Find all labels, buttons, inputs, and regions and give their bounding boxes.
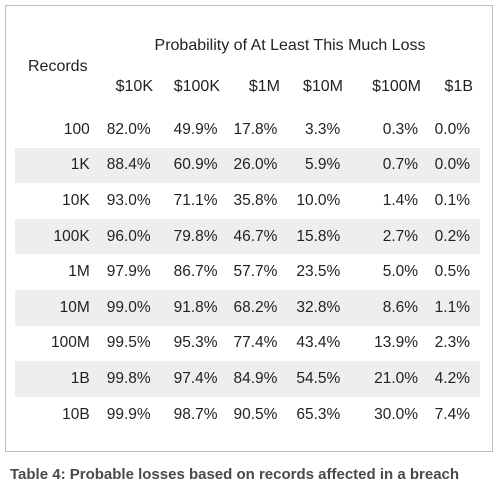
table-caption: Table 4: Probable losses based on record… (10, 466, 460, 483)
probability-cell: 0.2% (418, 218, 480, 255)
probability-cell: 0.0% (418, 147, 480, 184)
probability-cell: 46.7% (217, 218, 278, 255)
probability-cell: 35.8% (233, 191, 278, 209)
probability-cell: 54.5% (277, 361, 341, 397)
records-cell: 100M (50, 334, 90, 352)
table-row: 10K 93.0% 71.1% 35.8% 10.0% 1.4% 0.1% (15, 183, 480, 219)
probability-cell: 71.1% (173, 191, 218, 209)
probability-cell: 26.0% (217, 147, 278, 184)
probability-cell: 10.0% (296, 191, 341, 209)
probability-cell: 79.8% (150, 218, 218, 255)
table-row: 1B 99.8% 97.4% 84.9% 54.5% 21.0% 4.2% (15, 361, 480, 397)
probability-cell: 90.5% (233, 405, 278, 423)
records-header: Records (28, 58, 88, 75)
column-header-10m: $10M (302, 78, 343, 95)
probability-cell: 0.3% (382, 120, 419, 138)
table-row: 100K 96.0% 79.8% 46.7% 15.8% 2.7% 0.2% (15, 218, 480, 255)
table-row: 100M 99.5% 95.3% 77.4% 43.4% 13.9% 2.3% (15, 326, 480, 362)
probability-cell: 0.1% (434, 191, 470, 209)
records-cell: 10B (62, 405, 90, 423)
probability-cell: 0.7% (340, 147, 419, 184)
probability-cell: 8.6% (340, 289, 419, 326)
table-row: 10B 99.9% 98.7% 90.5% 65.3% 30.0% 7.4% (15, 397, 480, 433)
probability-cell: 96.0% (97, 218, 151, 255)
probability-cell: 99.5% (106, 334, 151, 352)
probability-cell: 82.0% (106, 120, 151, 138)
probability-cell: 95.3% (173, 334, 218, 352)
column-header-10k: $10K (115, 78, 153, 95)
probability-group-header: Probability of At Least This Much Loss (154, 37, 426, 54)
probability-cell: 5.9% (277, 147, 341, 184)
probability-cell: 98.7% (173, 405, 218, 423)
probability-cell: 43.4% (296, 334, 341, 352)
probability-cell: 7.4% (434, 405, 470, 423)
table-row: 10M 99.0% 91.8% 68.2% 32.8% 8.6% 1.1% (15, 289, 480, 326)
probability-cell: 5.0% (382, 263, 419, 281)
records-cell: 10M (15, 289, 98, 326)
probability-cell: 93.0% (106, 191, 151, 209)
table-row: 1K 88.4% 60.9% 26.0% 5.9% 0.7% 0.0% (15, 147, 480, 184)
column-header-100k: $100K (173, 78, 220, 95)
probability-cell: 13.9% (374, 334, 419, 352)
probability-cell: 84.9% (217, 361, 278, 397)
table-row: 100 82.0% 49.9% 17.8% 3.3% 0.3% 0.0% (15, 112, 480, 148)
probability-cell: 57.7% (233, 263, 278, 281)
records-cell: 100 (63, 120, 90, 138)
probability-cell: 17.8% (233, 120, 278, 138)
probability-cell: 99.9% (106, 405, 151, 423)
probability-cell: 4.2% (418, 361, 480, 397)
probability-cell: 2.3% (434, 334, 470, 352)
probability-cell: 3.3% (304, 120, 341, 138)
column-header-100m: $100M (372, 78, 421, 95)
probability-cell: 1.4% (382, 191, 419, 209)
table-row: 1M 97.9% 86.7% 57.7% 23.5% 5.0% 0.5% (15, 254, 480, 290)
probability-cell: 91.8% (150, 289, 218, 326)
probability-cell: 97.4% (150, 361, 218, 397)
records-cell: 1M (68, 263, 90, 281)
probability-cell: 99.8% (97, 361, 151, 397)
probability-cell: 30.0% (374, 405, 419, 423)
column-header-1b: $1B (444, 78, 473, 95)
records-cell: 10K (62, 191, 90, 209)
probability-cell: 21.0% (340, 361, 419, 397)
probability-cell: 97.9% (106, 263, 151, 281)
probability-cell: 65.3% (296, 405, 341, 423)
probability-cell: 68.2% (217, 289, 278, 326)
probability-cell: 99.0% (97, 289, 151, 326)
probability-cell: 86.7% (173, 263, 218, 281)
probability-cell: 0.5% (434, 263, 470, 281)
probability-cell: 2.7% (340, 218, 419, 255)
probability-cell: 0.0% (434, 120, 470, 138)
records-cell: 1B (15, 361, 98, 397)
column-header-1m: $1M (248, 78, 280, 95)
probability-cell: 77.4% (233, 334, 278, 352)
probability-cell: 1.1% (418, 289, 480, 326)
probability-cell: 23.5% (296, 263, 341, 281)
probability-cell: 32.8% (277, 289, 341, 326)
records-cell: 1K (15, 147, 98, 184)
probability-cell: 15.8% (277, 218, 341, 255)
probability-cell: 88.4% (97, 147, 151, 184)
probability-cell: 60.9% (150, 147, 218, 184)
loss-probability-table: 100 82.0% 49.9% 17.8% 3.3% 0.3% 0.0% 1K 88.4% 60.… (15, 112, 480, 432)
records-cell: 100K (15, 218, 98, 255)
probability-cell: 49.9% (173, 120, 218, 138)
